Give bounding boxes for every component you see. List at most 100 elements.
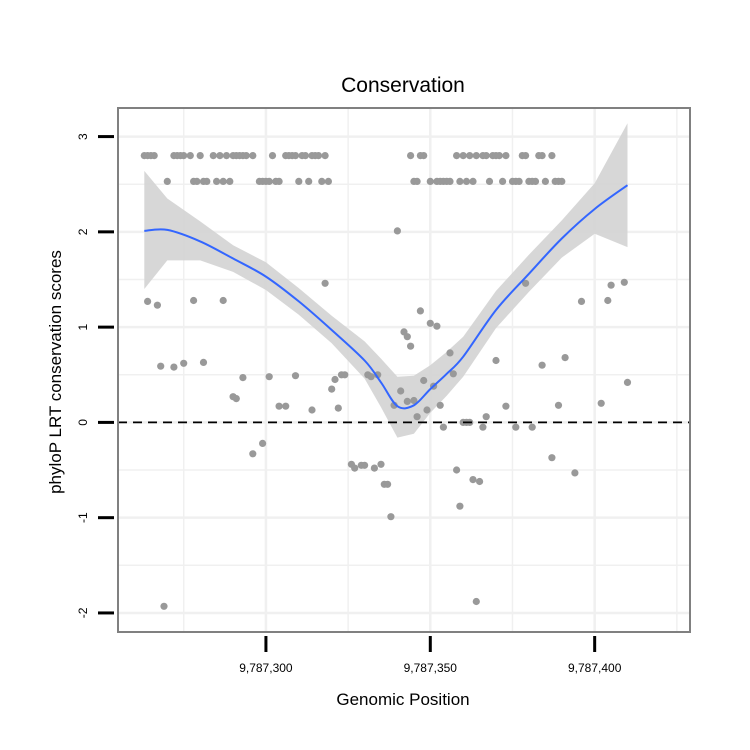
data-point bbox=[502, 152, 510, 160]
data-point bbox=[482, 413, 490, 421]
data-point bbox=[620, 278, 628, 286]
data-point bbox=[436, 401, 444, 409]
data-point bbox=[623, 378, 632, 386]
y-tick-label: 1 bbox=[76, 323, 90, 330]
data-point bbox=[456, 177, 464, 185]
data-point bbox=[203, 177, 211, 185]
data-point bbox=[305, 177, 313, 185]
data-point bbox=[213, 177, 221, 185]
data-point bbox=[459, 152, 467, 160]
data-point bbox=[604, 296, 612, 305]
smooth-fit-layer bbox=[144, 184, 629, 410]
data-point bbox=[265, 177, 273, 185]
data-point bbox=[268, 152, 277, 160]
data-point bbox=[499, 177, 507, 185]
data-point bbox=[423, 406, 431, 414]
data-point bbox=[571, 469, 579, 477]
data-point bbox=[331, 375, 339, 384]
data-point bbox=[492, 356, 500, 365]
data-point bbox=[538, 361, 546, 369]
data-point bbox=[314, 152, 323, 160]
data-point bbox=[361, 461, 369, 469]
data-point bbox=[472, 597, 480, 606]
data-point bbox=[186, 152, 194, 160]
data-point bbox=[528, 423, 536, 431]
data-point bbox=[157, 362, 165, 370]
data-point bbox=[597, 399, 605, 407]
data-point bbox=[328, 385, 336, 393]
data-point bbox=[410, 396, 418, 405]
data-points bbox=[140, 152, 632, 610]
data-point bbox=[377, 460, 385, 468]
data-point bbox=[607, 281, 615, 289]
data-point bbox=[249, 450, 257, 458]
data-point bbox=[531, 177, 540, 185]
data-point bbox=[466, 152, 474, 160]
x-axis: 9,787,300 9,787,350 9,787,400 bbox=[239, 636, 622, 675]
data-point bbox=[426, 177, 434, 185]
data-point bbox=[554, 401, 563, 409]
confidence-ribbon-layer bbox=[144, 123, 628, 438]
data-point bbox=[522, 152, 530, 160]
data-point bbox=[387, 513, 395, 521]
data-point bbox=[150, 152, 158, 160]
data-point bbox=[393, 227, 401, 235]
data-point bbox=[170, 363, 178, 371]
data-point bbox=[512, 423, 520, 431]
data-point bbox=[321, 152, 329, 160]
data-point bbox=[219, 177, 227, 185]
data-point bbox=[449, 370, 457, 378]
data-point bbox=[548, 152, 556, 160]
data-point bbox=[226, 177, 234, 185]
chart-title: Conservation bbox=[341, 74, 465, 97]
data-point bbox=[216, 152, 224, 160]
data-point bbox=[370, 464, 378, 472]
data-point bbox=[420, 376, 428, 385]
data-point bbox=[239, 374, 247, 382]
data-point bbox=[420, 152, 428, 160]
y-axis-label: phyloP LRT conservation scores bbox=[46, 250, 65, 494]
data-point bbox=[416, 307, 424, 315]
data-point bbox=[367, 373, 375, 381]
data-point bbox=[433, 322, 441, 330]
data-point bbox=[384, 480, 392, 488]
x-tick-label: 9,787,400 bbox=[568, 661, 622, 675]
smooth-fit-line bbox=[144, 184, 629, 410]
confidence-ribbon bbox=[144, 123, 628, 438]
data-point bbox=[479, 423, 487, 431]
data-point bbox=[413, 177, 421, 185]
data-point bbox=[469, 177, 477, 185]
data-point bbox=[144, 297, 152, 305]
data-point bbox=[275, 177, 283, 185]
data-point bbox=[561, 354, 569, 362]
y-tick-label: -2 bbox=[76, 607, 90, 618]
data-point bbox=[308, 406, 316, 414]
data-point bbox=[160, 602, 168, 610]
data-point bbox=[193, 177, 201, 185]
data-point bbox=[209, 152, 217, 160]
plot-frame bbox=[117, 107, 691, 633]
y-tick-label: 2 bbox=[76, 228, 90, 235]
data-point bbox=[222, 152, 231, 160]
data-point bbox=[334, 404, 342, 412]
data-point bbox=[249, 152, 257, 160]
data-point bbox=[232, 395, 240, 403]
data-point bbox=[407, 152, 415, 160]
data-point bbox=[324, 177, 332, 185]
data-point bbox=[301, 152, 309, 160]
data-point bbox=[219, 296, 227, 305]
data-point bbox=[321, 279, 329, 287]
data-point bbox=[577, 297, 586, 305]
data-point bbox=[403, 397, 411, 405]
data-point bbox=[482, 152, 490, 160]
data-point bbox=[351, 464, 359, 472]
data-point bbox=[341, 371, 349, 379]
data-point bbox=[403, 333, 411, 341]
data-point bbox=[469, 476, 477, 484]
data-point bbox=[282, 402, 290, 410]
data-point bbox=[495, 152, 503, 160]
data-point bbox=[413, 413, 421, 421]
data-point bbox=[558, 177, 566, 185]
data-point bbox=[242, 152, 250, 160]
